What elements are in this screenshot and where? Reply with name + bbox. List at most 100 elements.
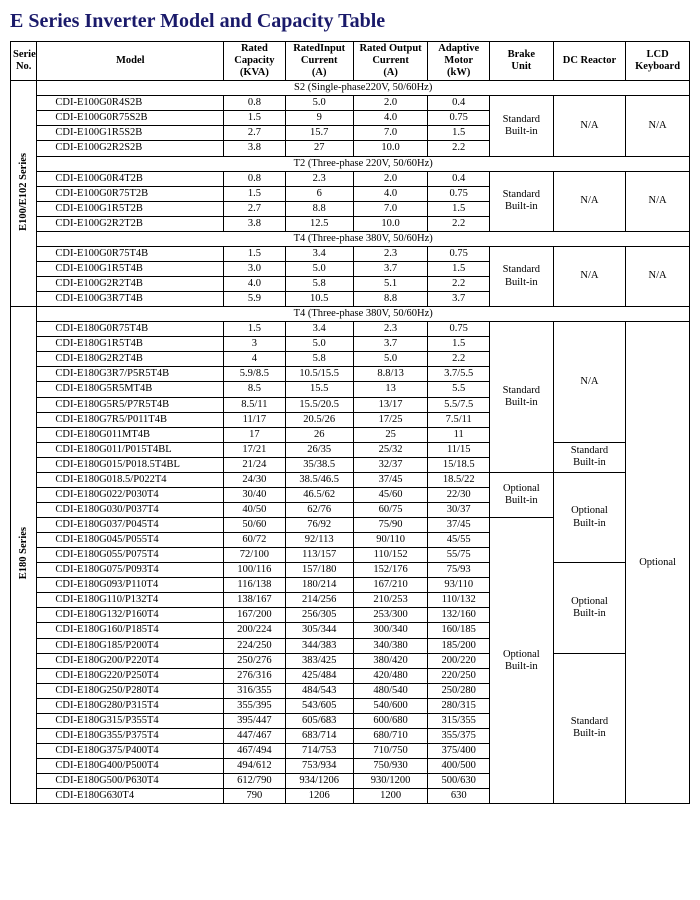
hdr-cap: RatedCapacity(KVA) [224, 42, 286, 81]
model-cell: CDI-E180G630T4 [37, 789, 224, 804]
cell: 5.9 [224, 292, 286, 307]
model-cell: CDI-E100G2R2T4B [37, 277, 224, 292]
cell: 3.7 [428, 292, 490, 307]
cell: 7.5/11 [428, 412, 490, 427]
cell: N/A [626, 246, 690, 306]
cell: 1.5 [224, 111, 286, 126]
model-cell: CDI-E180G315/P355T4 [37, 713, 224, 728]
model-cell: CDI-E100G0R75T2B [37, 186, 224, 201]
cell: 15/18.5 [428, 457, 490, 472]
table-row: E100/E102 SeriesS2 (Single-phase220V, 50… [11, 81, 690, 96]
cell: OptionalBuilt-in [489, 472, 553, 517]
table-row: CDI-E180G011/P015T4BL17/2126/3525/3211/1… [11, 442, 690, 457]
cell: StandardBuilt-in [489, 246, 553, 306]
cell: 2.0 [353, 96, 428, 111]
model-cell: CDI-E180G200/P220T4 [37, 653, 224, 668]
model-cell: CDI-E180G018.5/P022T4 [37, 472, 224, 487]
model-cell: CDI-E180G500/P630T4 [37, 774, 224, 789]
cell: 680/710 [353, 728, 428, 743]
model-cell: CDI-E100G3R7T4B [37, 292, 224, 307]
cell: N/A [553, 246, 626, 306]
cell: 4.0 [353, 111, 428, 126]
cell: 46.5/62 [285, 487, 353, 502]
cell: 9 [285, 111, 353, 126]
cell: 8.8 [285, 201, 353, 216]
table-row: CDI-E180G200/P220T4250/276383/425380/420… [11, 653, 690, 668]
cell: 447/467 [224, 728, 286, 743]
cell: 17/21 [224, 442, 286, 457]
cell: 2.3 [353, 246, 428, 261]
cell: 0.75 [428, 246, 490, 261]
cell: 5.9/8.5 [224, 367, 286, 382]
cell: 543/605 [285, 698, 353, 713]
model-cell: CDI-E180G037/P045T4 [37, 518, 224, 533]
model-cell: CDI-E180G250/P280T4 [37, 683, 224, 698]
cell: 116/138 [224, 578, 286, 593]
cell: 11 [428, 427, 490, 442]
hdr-motor: AdaptiveMotor(kW) [428, 42, 490, 81]
model-cell: CDI-E180G7R5/P011T4B [37, 412, 224, 427]
model-cell: CDI-E180G132/P160T4 [37, 608, 224, 623]
cell: OptionalBuilt-in [489, 518, 553, 804]
cell: 200/220 [428, 653, 490, 668]
cell: 25/32 [353, 442, 428, 457]
model-cell: CDI-E180G055/P075T4 [37, 548, 224, 563]
cell: 152/176 [353, 563, 428, 578]
section-header: T2 (Three-phase 220V, 50/60Hz) [37, 156, 690, 171]
cell: Optional [626, 322, 690, 804]
cell: 24/30 [224, 472, 286, 487]
cell: 132/160 [428, 608, 490, 623]
cell: 1.5 [224, 322, 286, 337]
model-cell: CDI-E180G1R5T4B [37, 337, 224, 352]
cell: 340/380 [353, 638, 428, 653]
cell: 380/420 [353, 653, 428, 668]
model-cell: CDI-E180G022/P030T4 [37, 487, 224, 502]
model-cell: CDI-E180G011/P015T4BL [37, 442, 224, 457]
cell: 13 [353, 382, 428, 397]
cell: 45/60 [353, 487, 428, 502]
cell: 250/276 [224, 653, 286, 668]
cell: 62/76 [285, 502, 353, 517]
cell: 4.0 [353, 186, 428, 201]
cell: 5.8 [285, 277, 353, 292]
cell: 395/447 [224, 713, 286, 728]
cell: 110/132 [428, 593, 490, 608]
cell: 6 [285, 186, 353, 201]
cell: 1.5 [224, 186, 286, 201]
page-title: E Series Inverter Model and Capacity Tab… [10, 10, 690, 33]
cell: 2.2 [428, 352, 490, 367]
cell: 0.8 [224, 171, 286, 186]
hdr-brake: BrakeUnit [489, 42, 553, 81]
cell: 1206 [285, 789, 353, 804]
cell: 0.75 [428, 111, 490, 126]
cell: 3.8 [224, 216, 286, 231]
cell: 425/484 [285, 668, 353, 683]
table-row: T4 (Three-phase 380V, 50/60Hz) [11, 231, 690, 246]
cell: 316/355 [224, 683, 286, 698]
cell: 3.0 [224, 261, 286, 276]
cell: 20.5/26 [285, 412, 353, 427]
cell: 8.5/11 [224, 397, 286, 412]
cell: 600/680 [353, 713, 428, 728]
cell: 683/714 [285, 728, 353, 743]
cell: 5.5 [428, 382, 490, 397]
cell: 10.0 [353, 216, 428, 231]
cell: 25 [353, 427, 428, 442]
cell: 113/157 [285, 548, 353, 563]
cell: 355/395 [224, 698, 286, 713]
cell: 76/92 [285, 518, 353, 533]
section-header: T4 (Three-phase 380V, 50/60Hz) [37, 307, 690, 322]
cell: OptionalBuilt-in [553, 472, 626, 562]
cell: 710/750 [353, 743, 428, 758]
cell: 75/90 [353, 518, 428, 533]
cell: 605/683 [285, 713, 353, 728]
cell: 5.0 [285, 261, 353, 276]
cell: 0.4 [428, 171, 490, 186]
cell: 11/17 [224, 412, 286, 427]
cell: 26 [285, 427, 353, 442]
cell: 93/110 [428, 578, 490, 593]
cell: 500/630 [428, 774, 490, 789]
cell: 2.2 [428, 277, 490, 292]
model-cell: CDI-E180G375/P400T4 [37, 743, 224, 758]
cell: 18.5/22 [428, 472, 490, 487]
